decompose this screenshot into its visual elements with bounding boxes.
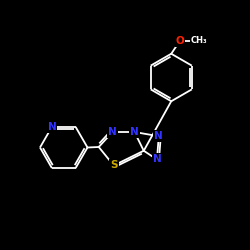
Text: O: O — [176, 36, 184, 46]
Text: N: N — [152, 154, 162, 164]
Text: N: N — [154, 131, 163, 141]
Text: N: N — [130, 127, 139, 137]
Text: S: S — [110, 160, 118, 170]
Text: CH₃: CH₃ — [191, 36, 208, 45]
Text: N: N — [108, 127, 117, 137]
Text: N: N — [48, 122, 56, 132]
